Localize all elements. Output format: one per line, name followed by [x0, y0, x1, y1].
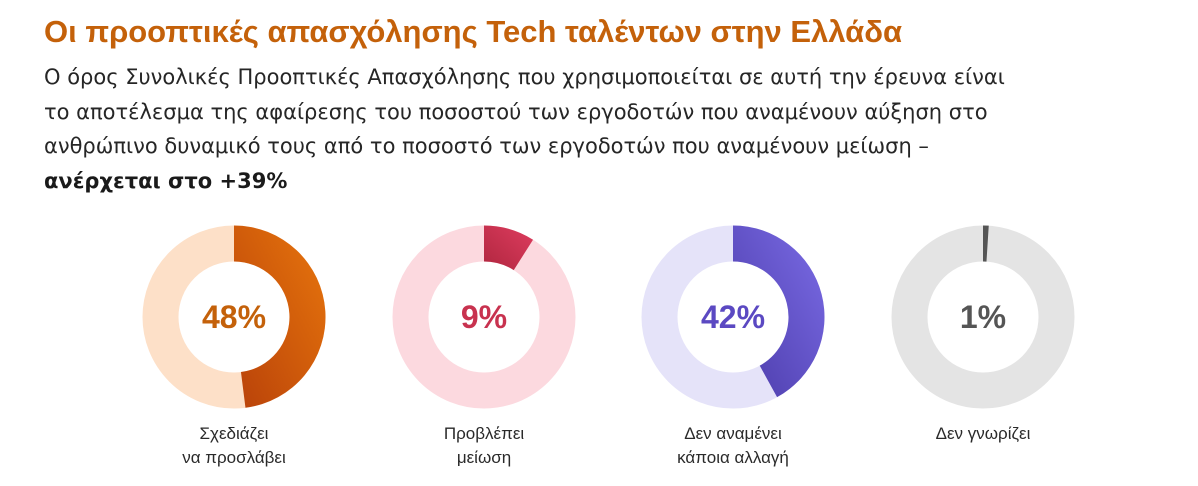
label-line: κάποια αλλαγή	[677, 448, 789, 467]
donut-category-label: Δεν αναμένει κάποια αλλαγή	[638, 422, 828, 470]
label-line: Σχεδιάζει	[199, 424, 269, 443]
description-line: το αποτέλεσμα της αφαίρεσης του ποσοστού…	[44, 99, 988, 124]
label-line: Δεν αναμένει	[684, 424, 782, 443]
page-title: Οι προοπτικές απασχόλησης Tech ταλέντων …	[44, 14, 903, 49]
description-line: ανθρώπινο δυναμικό τους από το ποσοστό τ…	[44, 134, 929, 158]
label-line: Προβλέπει	[443, 424, 525, 443]
donut-value-arc	[234, 225, 326, 408]
donut-value-arc	[484, 225, 534, 271]
donut-chart-no-change: 42%	[638, 222, 828, 412]
donut-category-label: Σχεδιάζει να προσλάβει	[139, 422, 329, 470]
description: Ο όρος Συνολικές Προοπτικές Απασχόλησης …	[44, 60, 1144, 198]
donut-value: 42%	[700, 299, 766, 335]
donut-value-arc	[733, 225, 825, 398]
donut-category-label: Προβλέπει μείωση	[389, 422, 579, 470]
donut-value: 1%	[959, 299, 1007, 335]
donut-chart-decrease: 9%	[389, 222, 579, 412]
donut-svg	[142, 225, 326, 409]
donut-value: 9%	[460, 299, 508, 335]
description-line: Ο όρος Συνολικές Προοπτικές Απασχόλησης …	[44, 65, 1005, 89]
donut-value-arc	[983, 225, 989, 262]
donut-svg	[891, 225, 1075, 409]
donut-value: 48%	[201, 299, 267, 335]
donut-svg	[392, 225, 576, 409]
label-line: μείωση	[456, 448, 512, 467]
label-line: να προσλάβει	[182, 448, 286, 467]
donut-svg	[641, 225, 825, 409]
donut-category-label: Δεν γνωρίζει	[888, 422, 1078, 446]
donut-chart-dont-know: 1%	[888, 222, 1078, 412]
description-highlight: ανέρχεται στο +39%	[44, 168, 288, 193]
label-line: Δεν γνωρίζει	[935, 424, 1031, 443]
donut-chart-hire: 48%	[139, 222, 329, 412]
